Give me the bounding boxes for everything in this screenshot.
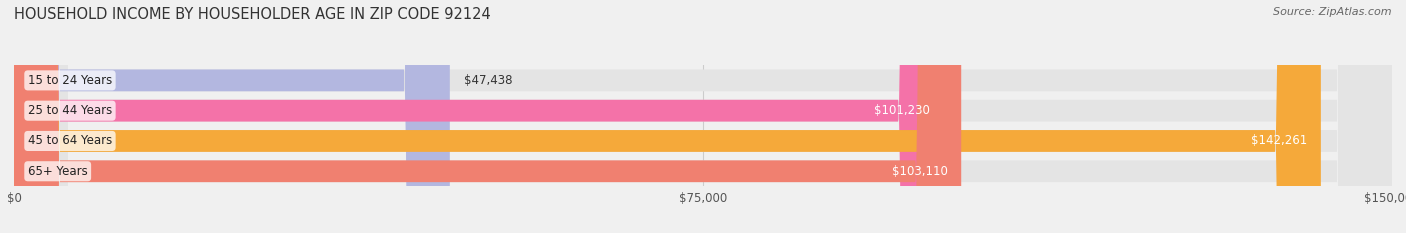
FancyBboxPatch shape	[14, 0, 1392, 233]
Text: 65+ Years: 65+ Years	[28, 165, 87, 178]
Text: HOUSEHOLD INCOME BY HOUSEHOLDER AGE IN ZIP CODE 92124: HOUSEHOLD INCOME BY HOUSEHOLDER AGE IN Z…	[14, 7, 491, 22]
FancyBboxPatch shape	[14, 0, 1392, 233]
Text: 15 to 24 Years: 15 to 24 Years	[28, 74, 112, 87]
FancyBboxPatch shape	[14, 0, 1320, 233]
Text: $103,110: $103,110	[891, 165, 948, 178]
FancyBboxPatch shape	[14, 0, 962, 233]
FancyBboxPatch shape	[14, 0, 1392, 233]
Text: 45 to 64 Years: 45 to 64 Years	[28, 134, 112, 147]
Text: $47,438: $47,438	[464, 74, 512, 87]
Text: $142,261: $142,261	[1251, 134, 1308, 147]
Text: Source: ZipAtlas.com: Source: ZipAtlas.com	[1274, 7, 1392, 17]
FancyBboxPatch shape	[14, 0, 450, 233]
FancyBboxPatch shape	[14, 0, 943, 233]
Text: $101,230: $101,230	[875, 104, 931, 117]
Text: 25 to 44 Years: 25 to 44 Years	[28, 104, 112, 117]
FancyBboxPatch shape	[14, 0, 1392, 233]
